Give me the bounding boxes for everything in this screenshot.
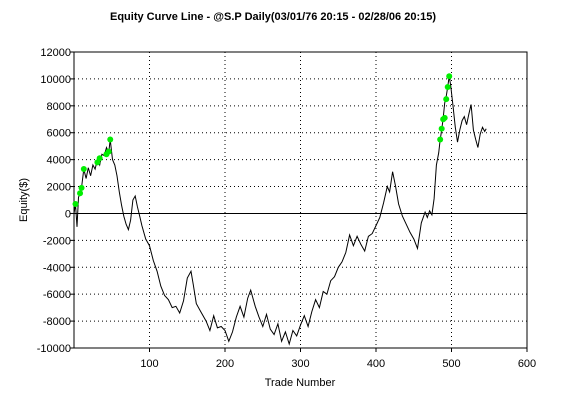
y-tick-label: 2000 (47, 182, 71, 194)
new-high-marker (78, 184, 85, 191)
new-high-markers (72, 73, 453, 208)
y-tick-label: 6000 (47, 128, 71, 140)
x-tick-label: 200 (216, 358, 234, 370)
new-high-marker (80, 166, 87, 173)
new-high-marker (105, 148, 112, 155)
y-tick-label: 10000 (40, 74, 71, 86)
x-axis: 100 200 300 400 500 600 (140, 348, 536, 370)
y-tick-label: -10000 (37, 343, 71, 355)
y-tick-label: -2000 (43, 235, 71, 247)
x-tick-label: 400 (367, 358, 385, 370)
new-high-marker (77, 190, 84, 197)
y-axis: -10000 -8000 -6000 -4000 -2000 0 2000 4000 6000 8… (37, 47, 74, 355)
new-high-marker (437, 136, 444, 143)
y-tick-label: -6000 (43, 289, 71, 301)
y-tick-label: -8000 (43, 316, 71, 328)
grid (74, 52, 527, 348)
x-tick-label: 300 (291, 358, 309, 370)
x-tick-label: 100 (140, 358, 158, 370)
new-high-marker (72, 201, 79, 208)
y-tick-label: 8000 (47, 101, 71, 113)
y-tick-label: -4000 (43, 262, 71, 274)
chart-title: Equity Curve Line - @S.P Daily(03/01/76 … (110, 11, 436, 23)
y-tick-label: 12000 (40, 47, 71, 59)
x-tick-label: 600 (518, 358, 536, 370)
y-tick-label: 4000 (47, 155, 71, 167)
new-high-marker (107, 136, 114, 143)
new-high-marker (443, 96, 450, 103)
new-high-marker (444, 83, 451, 90)
new-high-marker (96, 155, 103, 162)
x-axis-label: Trade Number (265, 377, 336, 389)
new-high-marker (446, 73, 453, 80)
new-high-marker (438, 125, 445, 132)
new-high-marker (441, 114, 448, 121)
x-tick-label: 500 (442, 358, 460, 370)
y-axis-label: Equity($) (18, 178, 30, 222)
equity-line (73, 76, 487, 346)
y-tick-label: 0 (65, 208, 71, 220)
